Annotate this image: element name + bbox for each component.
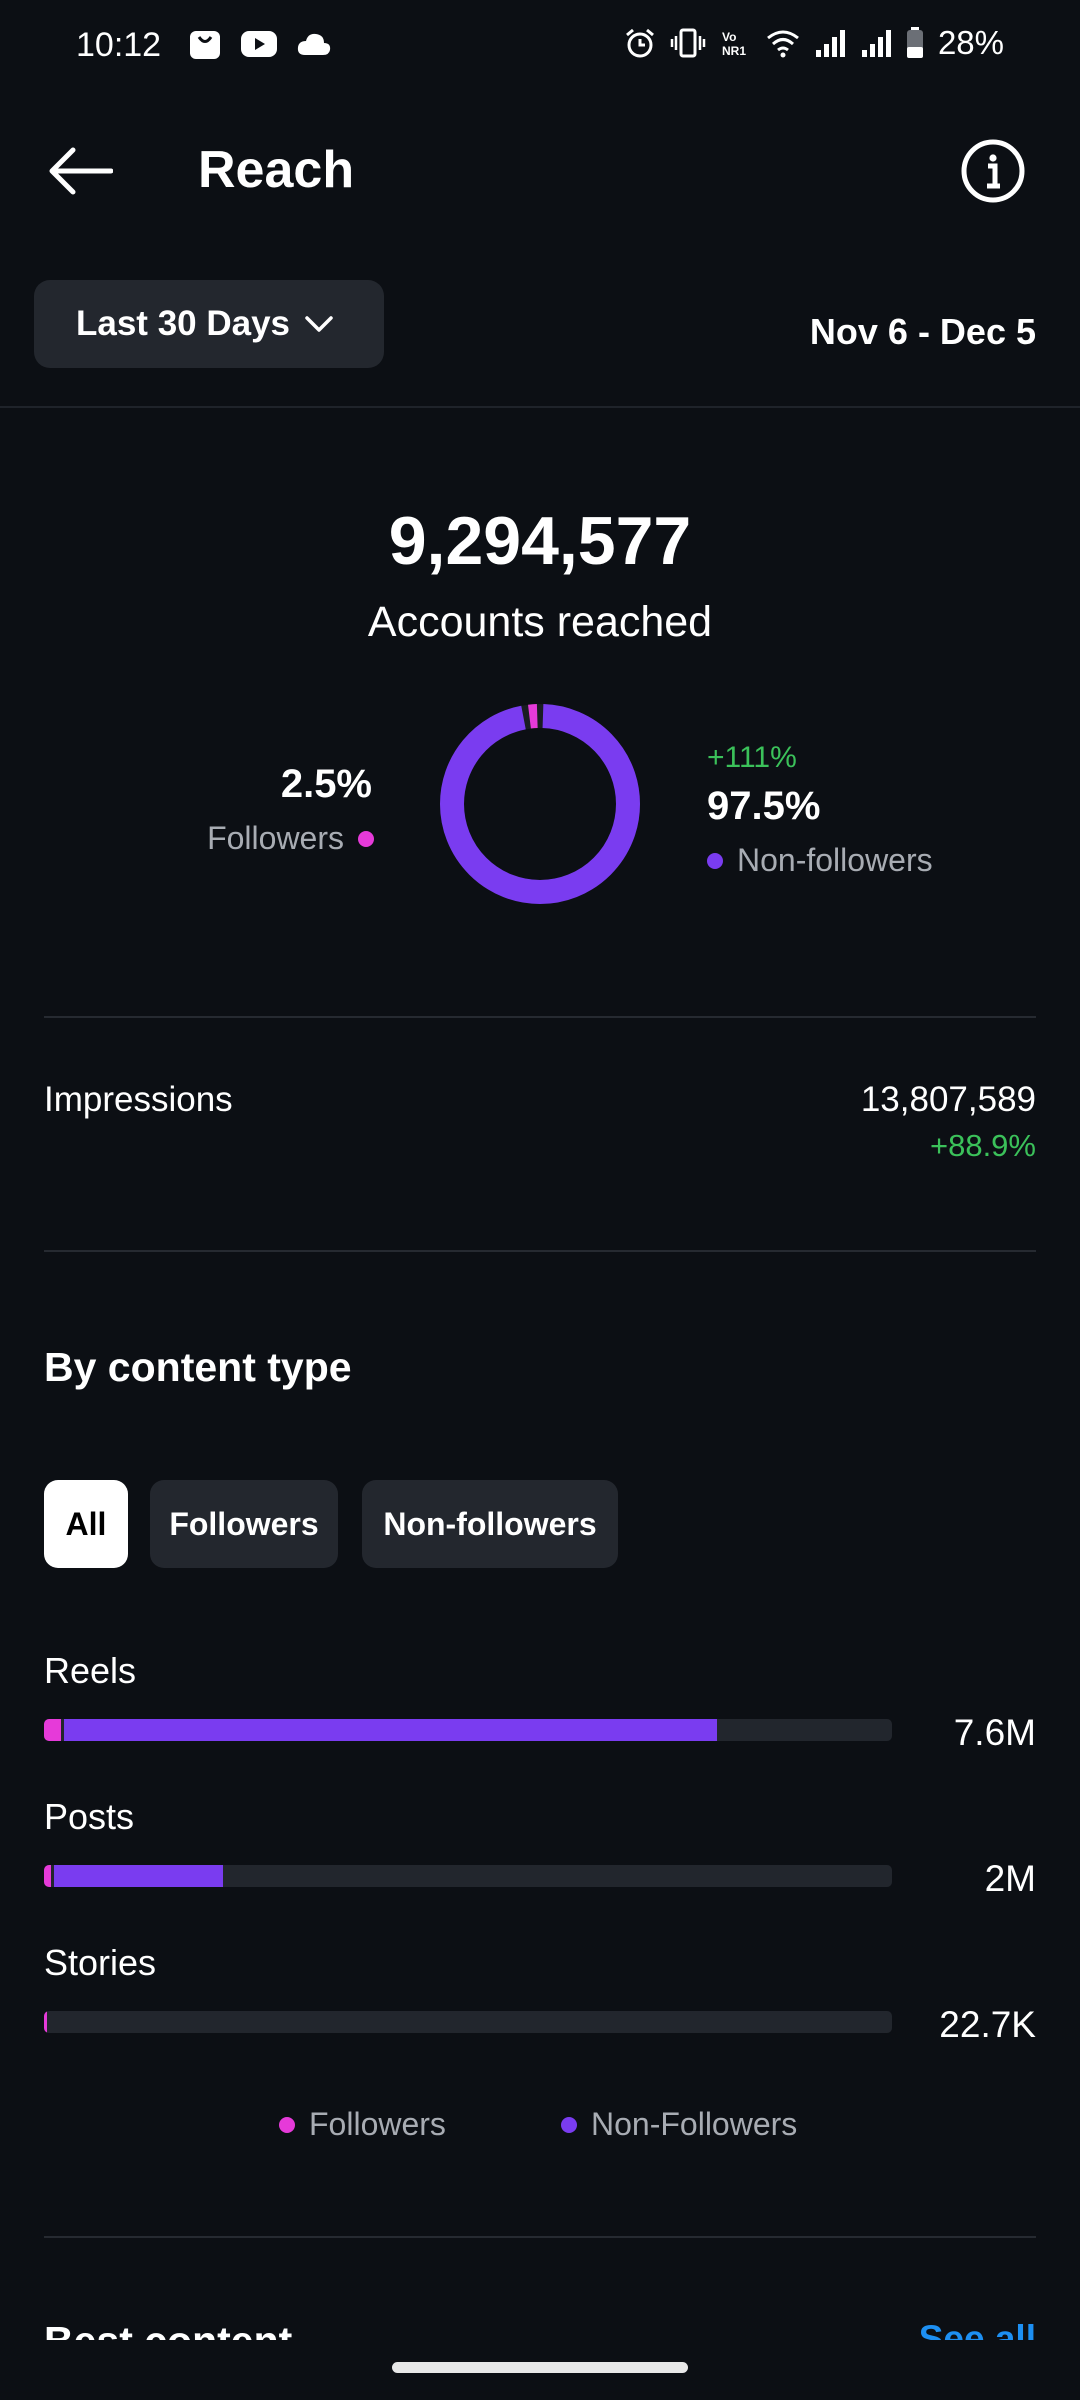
donut-nonfollowers-segment xyxy=(440,704,640,904)
divider xyxy=(44,1016,1036,1018)
wifi-icon xyxy=(767,30,799,58)
bar-followers-segment xyxy=(44,1865,51,1887)
date-range-dropdown-label: Last 30 Days xyxy=(76,304,291,343)
content-type-value: 22.7K xyxy=(939,2004,1036,2045)
bar-nonfollowers-segment xyxy=(63,1719,717,1741)
content-type-bar xyxy=(44,1719,892,1741)
divider xyxy=(0,406,1080,408)
accounts-reached-label: Accounts reached xyxy=(367,598,713,646)
page-title: Reach xyxy=(198,141,355,199)
status-bar: 10:12 Vo NR1 28% xyxy=(0,0,1080,96)
followers-dot-icon xyxy=(279,2116,295,2133)
content-type-value: 2M xyxy=(984,1858,1036,1899)
home-indicator[interactable] xyxy=(392,2362,688,2373)
content-type-bar xyxy=(44,1865,892,1887)
section-title: By content type xyxy=(44,1344,352,1390)
signal-icon xyxy=(815,30,845,57)
impressions-value: 13,807,589 xyxy=(860,1080,1036,1119)
nonfollowers-percent: 97.5% xyxy=(707,784,821,828)
divider xyxy=(44,2236,1036,2238)
divider xyxy=(44,1250,1036,1252)
content-type-bar xyxy=(44,2011,892,2033)
content-type-label: Reels xyxy=(44,1650,137,1691)
bag-icon xyxy=(190,31,220,59)
cloud-icon xyxy=(297,33,331,55)
nonfollowers-legend: Non-followers xyxy=(707,842,933,879)
followers-percent: 2.5% xyxy=(280,762,372,806)
nonfollowers-legend-label: Non-followers xyxy=(737,842,933,878)
nonfollowers-dot-icon xyxy=(561,2116,577,2133)
next-section-title: Best content xyxy=(44,2318,444,2340)
filter-chip-followers[interactable]: Followers xyxy=(150,1480,338,1568)
content-type-value: 7.6M xyxy=(953,1712,1036,1753)
alarm-icon xyxy=(625,28,654,58)
info-button[interactable] xyxy=(960,138,1026,204)
nonfollowers-change: +111% xyxy=(707,741,797,774)
legend-label: Followers xyxy=(309,2106,446,2142)
back-button[interactable] xyxy=(40,134,120,208)
svg-text:NR1: NR1 xyxy=(722,44,746,58)
chevron-down-icon xyxy=(304,314,334,334)
content-type-label: Stories xyxy=(44,1942,157,1983)
filter-chip-all[interactable]: All xyxy=(44,1480,128,1568)
accounts-reached-total: 9,294,577 xyxy=(388,503,692,579)
legend-followers: Followers xyxy=(279,2106,446,2143)
system-icons: Vo NR1 28% xyxy=(624,24,1004,62)
content-type-label: Posts xyxy=(44,1796,135,1837)
nonfollowers-dot-icon xyxy=(707,852,723,869)
see-all-link[interactable]: See all xyxy=(918,2318,1036,2340)
battery-icon xyxy=(906,27,923,58)
battery-percent: 28% xyxy=(937,24,1004,61)
signal-icon xyxy=(861,30,891,57)
date-range-dropdown[interactable]: Last 30 Days xyxy=(34,280,384,368)
notification-icons xyxy=(188,27,332,61)
reach-donut-chart xyxy=(440,704,640,904)
impressions-change: +88.9% xyxy=(929,1128,1036,1163)
svg-text:Vo: Vo xyxy=(722,30,736,44)
followers-legend: Followers xyxy=(207,820,374,857)
bar-followers-segment xyxy=(44,1719,61,1741)
impressions-label: Impressions xyxy=(44,1080,233,1119)
bar-followers-segment xyxy=(44,2011,47,2033)
vibrate-icon xyxy=(670,28,706,58)
legend-nonfollowers: Non-Followers xyxy=(561,2106,797,2143)
filter-chip-nonfollowers[interactable]: Non-followers xyxy=(362,1480,618,1568)
status-time: 10:12 xyxy=(76,26,162,64)
legend-label: Non-Followers xyxy=(591,2106,798,2142)
arrow-left-icon xyxy=(49,147,113,195)
followers-dot-icon xyxy=(358,830,374,847)
info-icon xyxy=(961,139,1025,203)
date-range-text: Nov 6 - Dec 5 xyxy=(809,311,1036,352)
followers-legend-label: Followers xyxy=(207,820,344,856)
youtube-icon xyxy=(241,31,277,57)
bar-nonfollowers-segment xyxy=(53,1865,224,1887)
